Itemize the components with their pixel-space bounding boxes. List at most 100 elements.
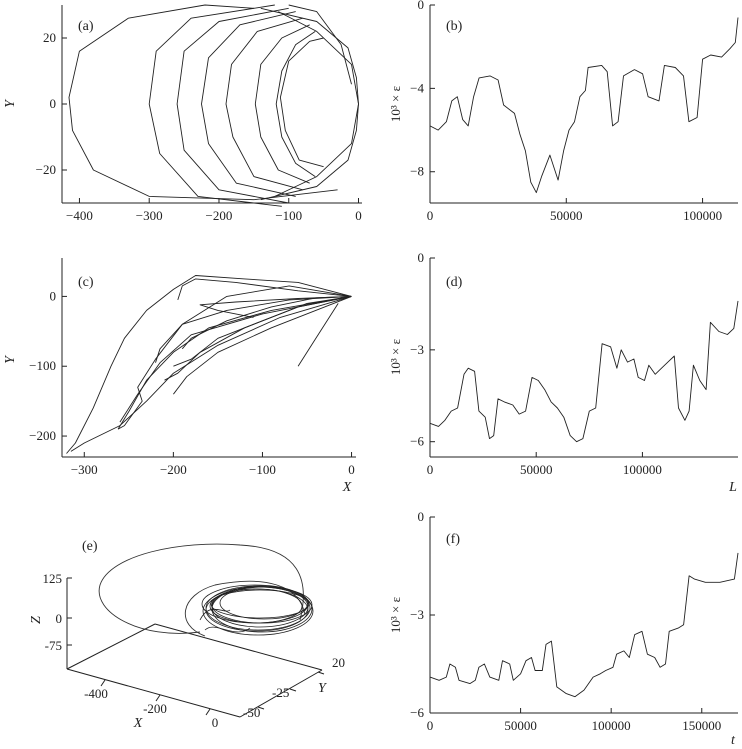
panel-b-label: (b)	[446, 19, 463, 34]
panel-e-x-axis	[66, 668, 241, 718]
panel-a-series-line	[274, 11, 359, 197]
panel-c-series-line	[119, 295, 352, 423]
panel-f-y-label: 10³ × ε	[388, 596, 403, 633]
panel-d-x-tick-label: 50000	[520, 462, 553, 477]
panel-c-series-line	[155, 295, 352, 363]
panel-e-y-tick-label: -50	[243, 705, 260, 720]
panel-a-series-line	[225, 17, 303, 191]
panel-c-label: (c)	[78, 275, 94, 290]
panel-f-x-tick-label: 0	[427, 718, 434, 733]
panel-e-y-axis	[239, 669, 323, 718]
panel-e-z-label: Z	[29, 616, 44, 624]
panel-a-x-tick-label: −300	[136, 208, 163, 223]
panel-e-back-edge	[154, 623, 323, 671]
panel-e-y-tick	[317, 671, 325, 675]
panel-a-y-tick-label: 0	[50, 96, 57, 111]
panel-e-y-tick-label: -25	[272, 685, 289, 700]
panel-c-x-tick-label: −200	[160, 462, 187, 477]
panel-e-y-tick	[257, 706, 265, 710]
panel-e-z-tick-label: 125	[43, 571, 63, 586]
panel-e-x-label: X	[133, 716, 143, 731]
panel-a-series-line	[254, 24, 310, 184]
panel-f-y-tick-label: −6	[410, 705, 424, 720]
panel-c-x-label: X	[342, 480, 352, 495]
panel-c-series-line	[173, 295, 352, 395]
panel-f-label: (f)	[446, 532, 460, 547]
panel-a-x-tick-label: −200	[206, 208, 233, 223]
panel-b-x-tick-label: 100000	[683, 208, 722, 223]
panel-e-trajectory-outer	[98, 543, 304, 634]
panel-b-y-label: 10³ × ε	[388, 85, 403, 122]
panel-c-y-tick-label: −100	[29, 358, 56, 373]
panel-a-series-line	[148, 4, 282, 207]
panel-c-series-line	[117, 285, 352, 430]
panel-a-x-tick-label: −400	[66, 208, 93, 223]
panel-a-series-line	[176, 7, 289, 204]
panel-e-back-edge	[66, 623, 156, 670]
panel-c: −300 −200 −100 0 −200 −100 0 (c) Y X	[3, 258, 356, 495]
panel-a-y-label: Y	[3, 98, 18, 108]
panel-c-x-tick-label: 0	[348, 462, 355, 477]
panel-e-x-tick-label: -200	[143, 701, 167, 716]
panel-d-x-label: L	[728, 480, 737, 495]
panel-b-series-line	[429, 17, 739, 194]
panel-a-series-line	[260, 7, 359, 201]
panel-a-series-line	[201, 11, 296, 197]
panel-b-y-tick-label: −8	[410, 164, 424, 179]
panel-a-series-line	[279, 37, 324, 168]
panel-f-series-line	[429, 552, 739, 698]
panel-e-x-tick-label: -400	[84, 686, 108, 701]
panel-c-series-line	[199, 295, 352, 318]
panel-f-x-tick-label: 50000	[504, 718, 537, 733]
panel-c-series-line	[66, 275, 352, 454]
panel-c-series-line	[164, 295, 352, 381]
panel-f: 0 50000 100000 150000 −6 −3 0 (f) 10³ × ε t	[388, 509, 739, 748]
panel-f-y-tick-label: 0	[418, 509, 425, 524]
panel-b-y-tick-label: 0	[418, 0, 425, 12]
panel-c-series-line	[70, 295, 352, 452]
panel-c-y-tick-label: −200	[29, 428, 56, 443]
panel-c-series-line	[297, 303, 339, 367]
panel-d-x-tick-label: 100000	[623, 462, 662, 477]
panel-e-trajectory-core	[199, 584, 314, 636]
panel-e-y-label: Y	[318, 681, 328, 696]
panel-c-y-label: Y	[3, 354, 18, 364]
panel-d-label: (d)	[446, 275, 463, 290]
panel-f-x-tick-label: 100000	[592, 718, 631, 733]
panel-b-y-tick-label: −4	[410, 80, 424, 95]
panel-a-series-line	[288, 4, 352, 85]
panel-e-x-tick	[155, 694, 161, 702]
panel-e-x-tick	[205, 708, 211, 716]
panel-e-y-tick-label: 20	[332, 655, 345, 670]
panel-c-series-line	[117, 295, 352, 430]
panel-a-y-tick-label: 20	[43, 30, 56, 45]
panel-f-y-tick-label: −3	[410, 607, 424, 622]
panel-c-series-line	[177, 278, 352, 301]
panel-a-label: (a)	[78, 19, 94, 34]
panel-c-x-tick-label: −300	[71, 462, 98, 477]
panel-d-y-label: 10³ × ε	[388, 338, 403, 375]
panel-e-x-tick	[100, 679, 106, 687]
panel-c-x-tick-label: −100	[249, 462, 276, 477]
panel-c-y-tick-label: 0	[50, 288, 57, 303]
panel-a-x-tick-label: 0	[355, 208, 362, 223]
panel-f-x-label: t	[731, 733, 736, 748]
panel-c-series-line	[173, 295, 352, 367]
panel-b-x-tick-label: 0	[427, 208, 434, 223]
panel-b: 0 50000 100000 −8 −4 0 (b) 10³ × ε	[388, 0, 739, 223]
panel-a-series-line	[68, 4, 338, 201]
panel-e-3d-plot: (e) 125 0 -75 Z -400 -200 0 X -50 -25 20…	[29, 539, 345, 731]
panel-d-x-tick-label: 0	[427, 462, 434, 477]
panel-d-series-line	[429, 300, 739, 443]
panel-a-series-line	[275, 31, 316, 177]
panel-a-x-tick-label: −100	[275, 208, 302, 223]
panel-d: 0 50000 100000 −6 −3 0 (d) 10³ × ε L	[388, 250, 739, 495]
panel-e-label: (e)	[82, 539, 98, 554]
panel-b-x-tick-label: 50000	[550, 208, 583, 223]
panel-d-y-tick-label: 0	[418, 250, 425, 265]
panel-d-y-tick-label: −3	[410, 342, 424, 357]
panel-a-y-tick-label: −20	[36, 162, 56, 177]
panel-e-z-tick-label: 0	[56, 611, 63, 626]
panel-e-z-tick-label: -75	[45, 638, 62, 653]
